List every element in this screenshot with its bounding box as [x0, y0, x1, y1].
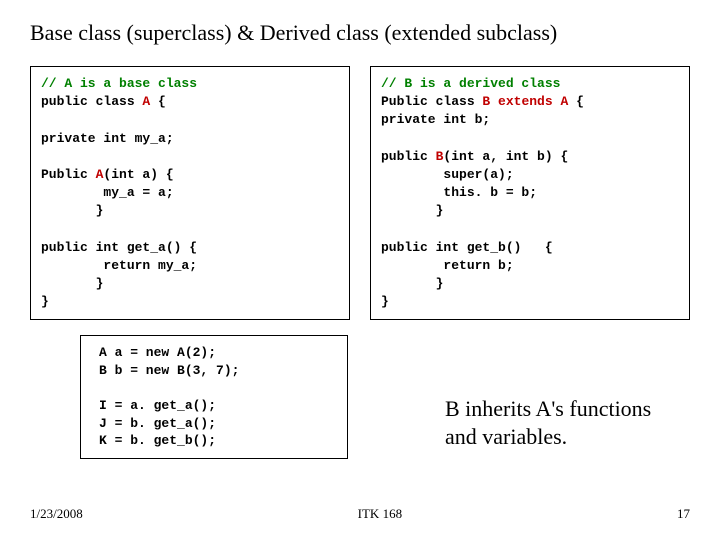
usage-box: A a = new A(2); B b = new B(3, 7); I = a…	[80, 335, 348, 458]
comment-b: // B is a derived class	[381, 76, 560, 91]
comment-a: // A is a base class	[41, 76, 197, 91]
b-l2a: Public class	[381, 94, 482, 109]
u-l6: K = b. get_b();	[99, 433, 216, 448]
b-l11: return b;	[381, 258, 514, 273]
a-l4: private int my_a;	[41, 131, 174, 146]
slide-title: Base class (superclass) & Derived class …	[30, 20, 690, 46]
a-l10: public int get_a() {	[41, 240, 197, 255]
u-l1: A a = new A(2);	[99, 345, 216, 360]
footer-page: 17	[677, 506, 690, 522]
code-box-b: // B is a derived class Public class B e…	[370, 66, 690, 320]
b-extends: extends	[490, 94, 560, 109]
a-l2c: {	[150, 94, 166, 109]
b-l7: this. b = b;	[381, 185, 537, 200]
b-l2e: {	[568, 94, 584, 109]
a-l6c: (int a) {	[103, 167, 173, 182]
footer-course: ITK 168	[358, 506, 402, 522]
b-l13: }	[381, 294, 389, 309]
a-l13: }	[41, 294, 49, 309]
a-l11: return my_a;	[41, 258, 197, 273]
code-boxes-row: // A is a base class public class A { pr…	[30, 66, 690, 320]
u-l4: I = a. get_a();	[99, 398, 216, 413]
a-l12: }	[41, 276, 103, 291]
b-l5a: public	[381, 149, 436, 164]
a-l6a: Public	[41, 167, 96, 182]
b-l12: }	[381, 276, 443, 291]
b-l5c: (int a, int b) {	[443, 149, 568, 164]
u-l5: J = b. get_a();	[99, 416, 216, 431]
a-l7: my_a = a;	[41, 185, 174, 200]
footer: 1/23/2008 ITK 168 17	[30, 506, 690, 522]
a-l2a: public class	[41, 94, 142, 109]
a-l8: }	[41, 203, 103, 218]
footer-date: 1/23/2008	[30, 506, 83, 522]
u-l2: B b = new B(3, 7);	[99, 363, 239, 378]
b-l8: }	[381, 203, 443, 218]
inheritance-note: B inherits A's functions and variables.	[445, 395, 665, 450]
b-l3: private int b;	[381, 112, 490, 127]
code-box-a: // A is a base class public class A { pr…	[30, 66, 350, 320]
b-l10: public int get_b() {	[381, 240, 553, 255]
b-l6: super(a);	[381, 167, 514, 182]
